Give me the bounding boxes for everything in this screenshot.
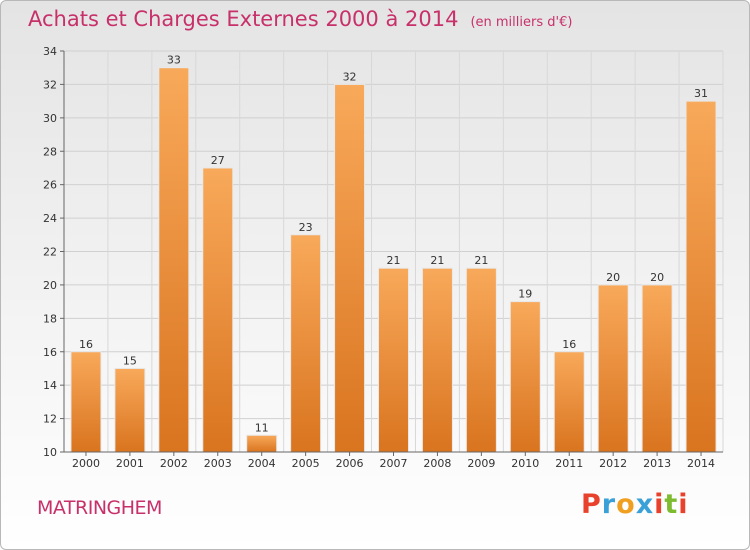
logo-letter: o (616, 489, 636, 520)
x-tick-label: 2003 (204, 457, 232, 470)
proxiti-logo: Proxiti (581, 489, 689, 520)
axes (60, 50, 723, 456)
bar-value-label: 21 (387, 254, 401, 267)
bar-value-label: 31 (694, 87, 708, 100)
y-tick-label: 20 (43, 279, 57, 292)
y-tick-label: 12 (43, 413, 57, 426)
x-tick-label: 2012 (599, 457, 627, 470)
bar-value-label: 20 (650, 271, 664, 284)
bar-value-label: 20 (606, 271, 620, 284)
y-tick-label: 30 (43, 112, 57, 125)
bar (334, 83, 366, 453)
bar (685, 100, 717, 453)
bar (421, 267, 453, 453)
x-tick-label: 2013 (643, 457, 671, 470)
bar-value-label: 27 (211, 154, 225, 167)
bar (509, 301, 541, 453)
bar (597, 284, 629, 453)
bar-value-label: 32 (343, 70, 357, 83)
bar (158, 67, 190, 453)
y-tick-label: 32 (43, 78, 57, 91)
bar (70, 351, 102, 453)
chart-title: Achats et Charges Externes 2000 à 2014 (e… (28, 7, 572, 31)
logo-letter: x (635, 489, 655, 520)
bar (202, 167, 234, 453)
chart-unit: (en milliers d'€) (470, 15, 573, 30)
x-tick-label: 2005 (292, 457, 320, 470)
x-tick-label: 2014 (687, 457, 715, 470)
bar (641, 284, 673, 453)
y-tick-label: 24 (43, 212, 57, 225)
bars (70, 67, 717, 453)
y-tick-label: 22 (43, 246, 57, 259)
x-tick-label: 2009 (467, 457, 495, 470)
x-tick-label: 2011 (555, 457, 583, 470)
y-tick-label: 34 (43, 45, 57, 58)
x-tick-label: 2004 (248, 457, 276, 470)
x-tick-label: 2008 (423, 457, 451, 470)
bar-value-label: 33 (167, 54, 181, 67)
labels: 10 12 14 16 18 20 22 24 26 28 30 32 34 16 2000 15 2001 33… (43, 45, 715, 470)
x-tick-label: 2007 (380, 457, 408, 470)
y-tick-label: 28 (43, 145, 57, 158)
bar (114, 367, 146, 453)
x-tick-label: 2000 (72, 457, 100, 470)
x-tick-label: 2001 (116, 457, 144, 470)
x-tick-label: 2010 (511, 457, 539, 470)
bar-value-label: 16 (79, 338, 93, 351)
bar-value-label: 21 (430, 254, 444, 267)
bar-value-label: 11 (255, 421, 269, 434)
bar (246, 434, 278, 453)
logo-letter: i (678, 489, 689, 520)
logo-letter: P (581, 489, 602, 520)
bar-value-label: 21 (474, 254, 488, 267)
x-tick-label: 2002 (160, 457, 188, 470)
x-tick-label: 2006 (336, 457, 364, 470)
bar (290, 234, 322, 453)
y-tick-label: 26 (43, 179, 57, 192)
y-tick-label: 14 (43, 379, 57, 392)
commune-name: MATRINGHEM (37, 497, 162, 519)
logo-letter: i (654, 489, 665, 520)
bar-value-label: 15 (123, 354, 137, 367)
logo-letter: t (664, 489, 679, 520)
chart-title-text: Achats et Charges Externes 2000 à 2014 (28, 7, 459, 31)
logo-letter: r (601, 489, 617, 520)
bar (553, 351, 585, 453)
y-tick-label: 18 (43, 312, 57, 325)
bar-value-label: 23 (299, 221, 313, 234)
y-tick-label: 10 (43, 446, 57, 459)
bar-value-label: 16 (562, 338, 576, 351)
bar (465, 267, 497, 453)
bar (378, 267, 409, 453)
y-tick-label: 16 (43, 346, 57, 359)
bar-value-label: 19 (518, 288, 532, 301)
